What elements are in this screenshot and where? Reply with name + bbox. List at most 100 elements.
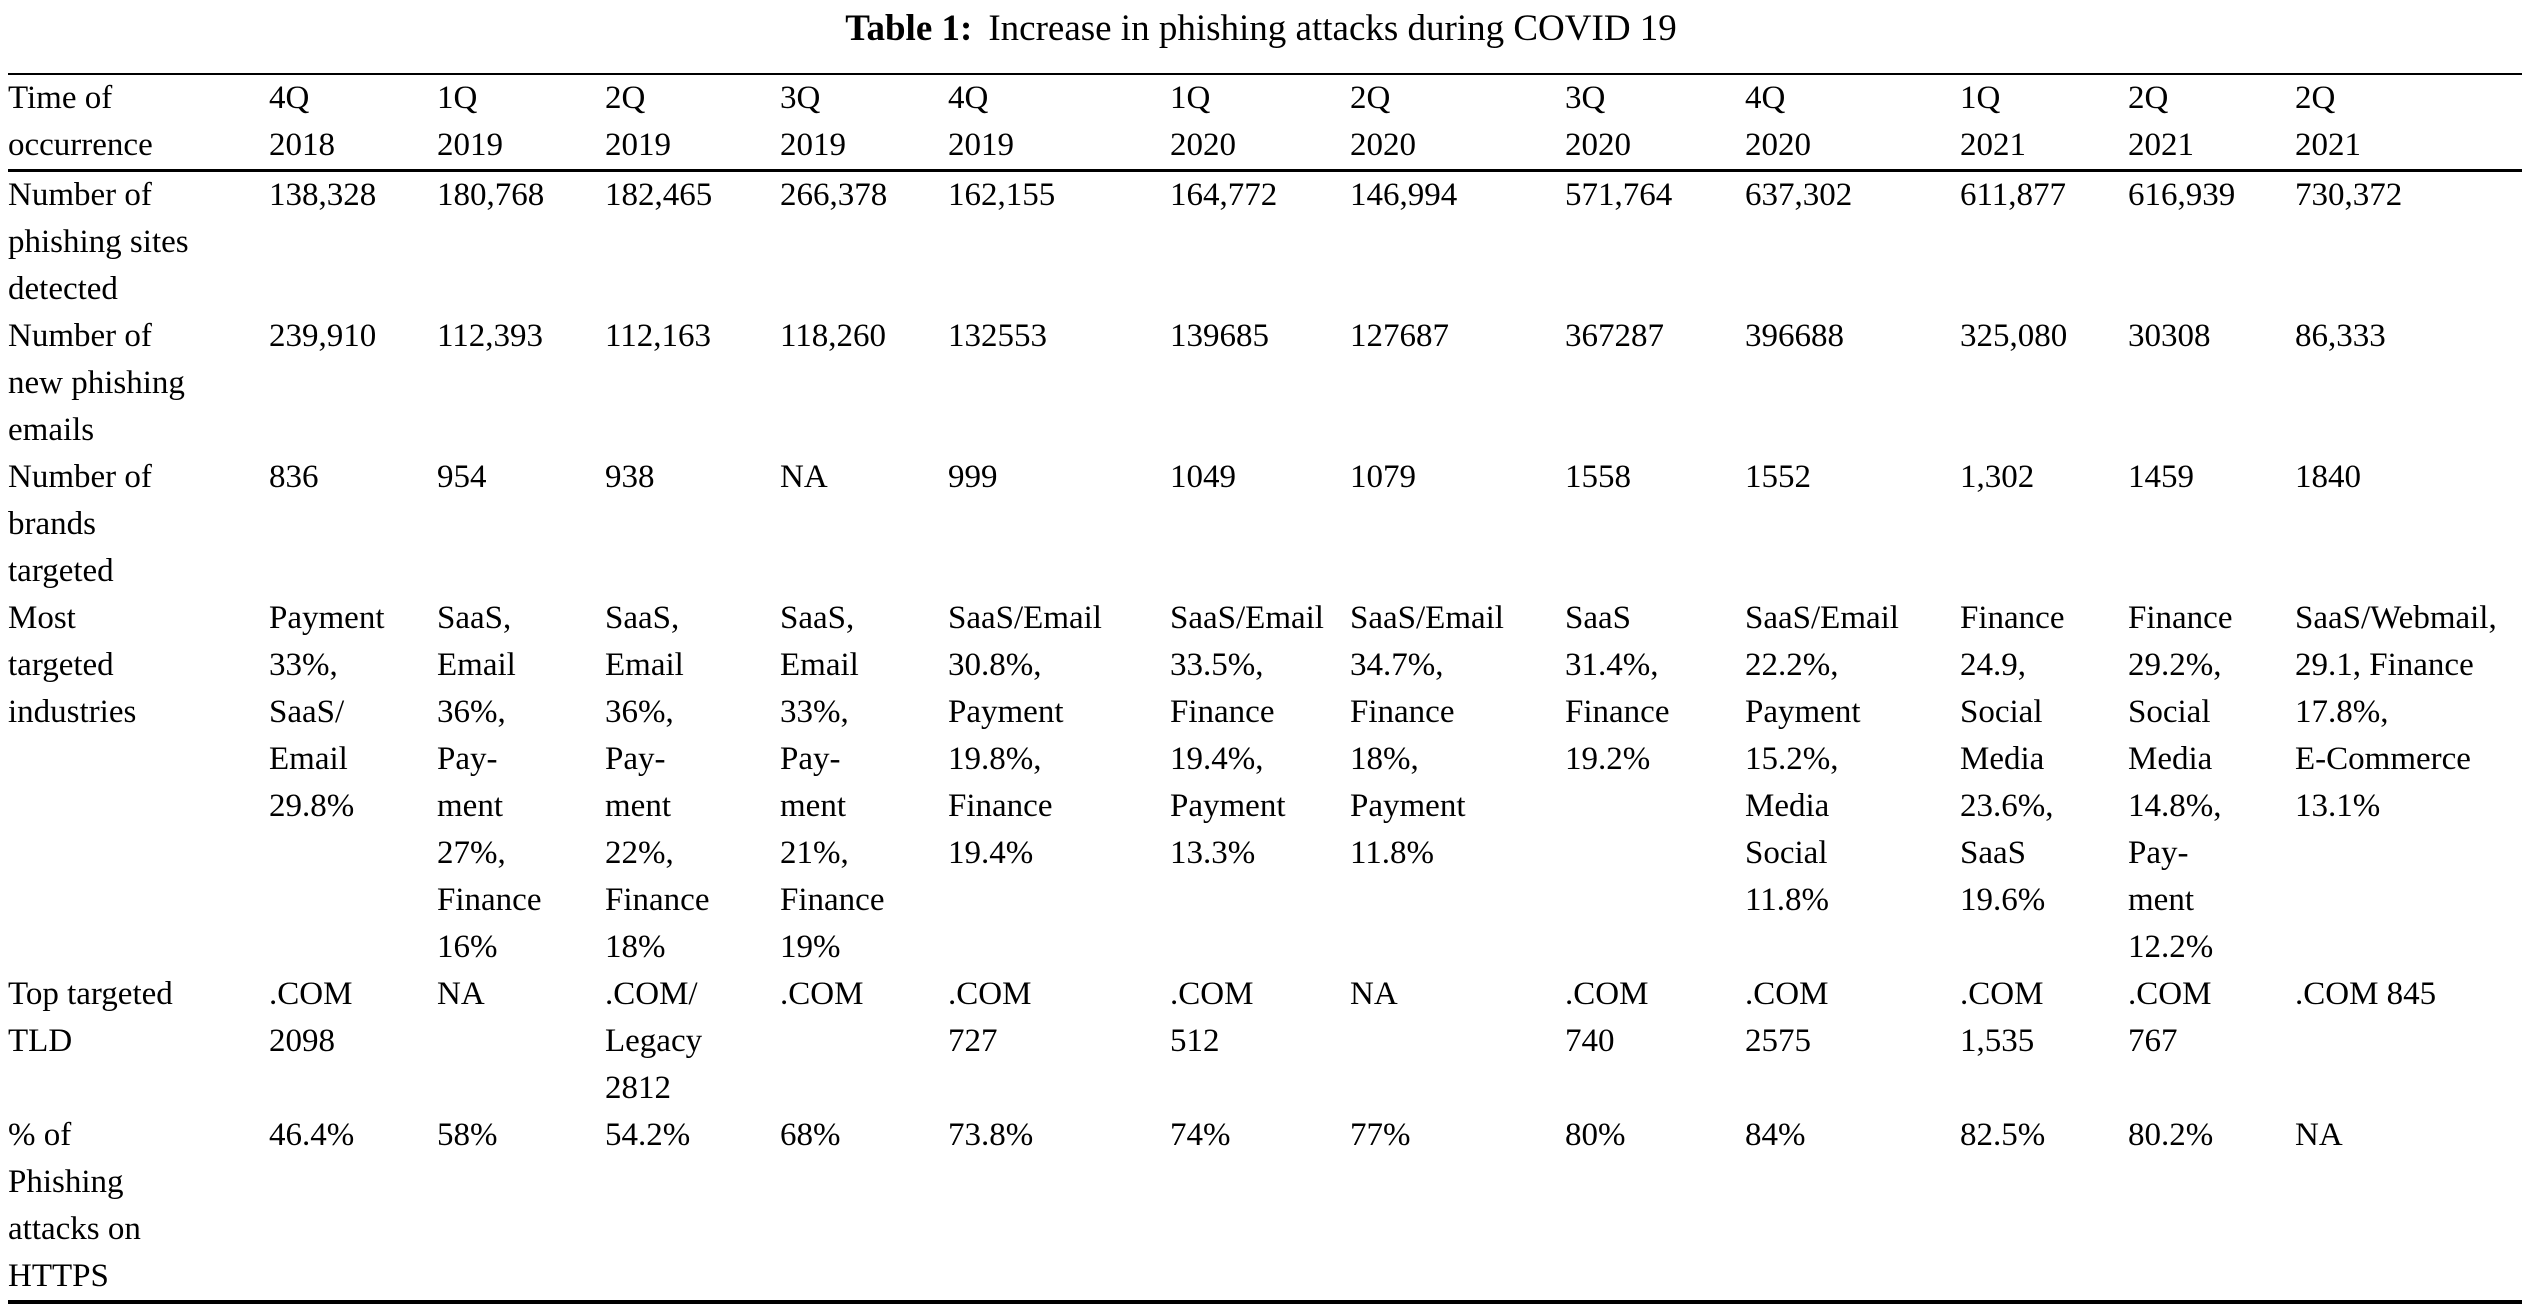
cell: .COM 2098 xyxy=(269,976,353,1059)
table-row-https-percentage: % of Phishing attacks on HTTPS 46.4% 58%… xyxy=(8,1112,2522,1302)
cell: 954 xyxy=(437,459,487,495)
cell: 1552 xyxy=(1745,459,1811,495)
table-row-phishing-sites: Number of phishing sites detected 138,32… xyxy=(8,171,2522,314)
cell: SaaS/Email 34.7%, Finance 18%, Payment 1… xyxy=(1350,600,1504,871)
table-row-brands-targeted: Number of brands targeted 836 954 938 NA… xyxy=(8,454,2522,595)
cell: 616,939 xyxy=(2128,177,2236,213)
cell: SaaS/Email 22.2%, Payment 15.2%, Media S… xyxy=(1745,600,1899,918)
cell: 132553 xyxy=(948,318,1047,354)
cell: 112,163 xyxy=(605,318,712,354)
cell: .COM xyxy=(780,976,864,1012)
cell: NA xyxy=(780,459,828,495)
col-header-2q2019: 2Q 2019 xyxy=(605,80,671,163)
cell: 637,302 xyxy=(1745,177,1853,213)
col-header-1q2020: 1Q 2020 xyxy=(1170,80,1236,163)
cell: 367287 xyxy=(1565,318,1664,354)
cell: 77% xyxy=(1350,1117,1411,1153)
col-header-1q2019: 1Q 2019 xyxy=(437,80,503,163)
cell: NA xyxy=(437,976,485,1012)
cell: 127687 xyxy=(1350,318,1449,354)
cell: .COM 845 xyxy=(2295,976,2437,1012)
col-header-4q2019: 4Q 2019 xyxy=(948,80,1014,163)
cell: 999 xyxy=(948,459,998,495)
cell: SaaS/Email 30.8%, Payment 19.8%, Finance… xyxy=(948,600,1102,871)
cell: 325,080 xyxy=(1960,318,2068,354)
cell: 180,768 xyxy=(437,177,545,213)
col-header-2q2020: 2Q 2020 xyxy=(1350,80,1416,163)
cell: 146,994 xyxy=(1350,177,1458,213)
cell: 82.5% xyxy=(1960,1117,2046,1153)
cell: .COM 1,535 xyxy=(1960,976,2044,1059)
cell: 46.4% xyxy=(269,1117,355,1153)
col-header-4q2018: 4Q 2018 xyxy=(269,80,335,163)
cell: NA xyxy=(2295,1117,2343,1153)
caption-text: Increase in phishing attacks during COVI… xyxy=(988,8,1677,49)
table-row-targeted-industries: Most targeted industries Payment 33%, Sa… xyxy=(8,595,2522,971)
cell: .COM 512 xyxy=(1170,976,1254,1059)
table-row-top-tld: Top targeted TLD .COM 2098 NA .COM/ Lega… xyxy=(8,971,2522,1112)
cell: Payment 33%, SaaS/ Email 29.8% xyxy=(269,600,385,824)
cell: SaaS/Email 33.5%, Finance 19.4%, Payment… xyxy=(1170,600,1324,871)
cell: 182,465 xyxy=(605,177,713,213)
row-label: Number of new phishing emails xyxy=(8,318,185,448)
cell: SaaS, Email 33%, Pay- ment 21%, Finance … xyxy=(780,600,885,965)
cell: 138,328 xyxy=(269,177,377,213)
cell: 396688 xyxy=(1745,318,1844,354)
cell: 86,333 xyxy=(2295,318,2386,354)
cell: .COM 767 xyxy=(2128,976,2212,1059)
row-label: Top targeted TLD xyxy=(8,976,173,1059)
caption-label: Table 1: xyxy=(845,8,973,49)
cell: 30308 xyxy=(2128,318,2211,354)
cell: 938 xyxy=(605,459,655,495)
cell: 611,877 xyxy=(1960,177,2067,213)
table-caption: Table 1: Increase in phishing attacks du… xyxy=(0,0,2522,73)
col-header-3q2020: 3Q 2020 xyxy=(1565,80,1631,163)
table-row-phishing-emails: Number of new phishing emails 239,910 11… xyxy=(8,313,2522,454)
cell: 58% xyxy=(437,1117,498,1153)
col-header-4q2020: 4Q 2020 xyxy=(1745,80,1811,163)
cell: SaaS/Webmail, 29.1, Finance 17.8%, E-Com… xyxy=(2295,600,2497,824)
cell: Finance 24.9, Social Media 23.6%, SaaS 1… xyxy=(1960,600,2065,918)
cell: 74% xyxy=(1170,1117,1231,1153)
cell: 1840 xyxy=(2295,459,2361,495)
cell: Finance 29.2%, Social Media 14.8%, Pay- … xyxy=(2128,600,2233,965)
row-label: Most targeted industries xyxy=(8,600,137,730)
cell: 836 xyxy=(269,459,319,495)
row-label: Number of phishing sites detected xyxy=(8,177,189,307)
cell: 571,764 xyxy=(1565,177,1673,213)
cell: 84% xyxy=(1745,1117,1806,1153)
row-label: % of Phishing attacks on HTTPS xyxy=(8,1117,141,1294)
cell: 164,772 xyxy=(1170,177,1278,213)
cell: 80% xyxy=(1565,1117,1626,1153)
cell: 1558 xyxy=(1565,459,1631,495)
cell: SaaS, Email 36%, Pay- ment 22%, Finance … xyxy=(605,600,710,965)
cell: 68% xyxy=(780,1117,841,1153)
cell: .COM/ Legacy 2812 xyxy=(605,976,703,1106)
phishing-table: Time of occurrence 4Q 2018 1Q 2019 2Q 20… xyxy=(8,73,2522,1304)
cell: 112,393 xyxy=(437,318,544,354)
cell: 54.2% xyxy=(605,1117,691,1153)
cell: .COM 740 xyxy=(1565,976,1649,1059)
row-label-header: Time of occurrence xyxy=(8,80,153,163)
cell: .COM 2575 xyxy=(1745,976,1829,1059)
cell: 239,910 xyxy=(269,318,377,354)
col-header-2q2021: 2Q 2021 xyxy=(2128,80,2194,163)
cell: 73.8% xyxy=(948,1117,1034,1153)
cell: 730,372 xyxy=(2295,177,2403,213)
cell: 1459 xyxy=(2128,459,2194,495)
cell: 1049 xyxy=(1170,459,1236,495)
cell: 1079 xyxy=(1350,459,1416,495)
cell: 266,378 xyxy=(780,177,888,213)
cell: 1,302 xyxy=(1960,459,2035,495)
cell: SaaS, Email 36%, Pay- ment 27%, Finance … xyxy=(437,600,542,965)
cell: 162,155 xyxy=(948,177,1056,213)
cell: NA xyxy=(1350,976,1398,1012)
cell: 80.2% xyxy=(2128,1117,2214,1153)
cell: SaaS 31.4%, Finance 19.2% xyxy=(1565,600,1670,777)
row-label: Number of brands targeted xyxy=(8,459,152,589)
header-row: Time of occurrence 4Q 2018 1Q 2019 2Q 20… xyxy=(8,74,2522,171)
col-header-2q2021b: 2Q 2021 xyxy=(2295,80,2361,163)
col-header-3q2019: 3Q 2019 xyxy=(780,80,846,163)
cell: 118,260 xyxy=(780,318,887,354)
